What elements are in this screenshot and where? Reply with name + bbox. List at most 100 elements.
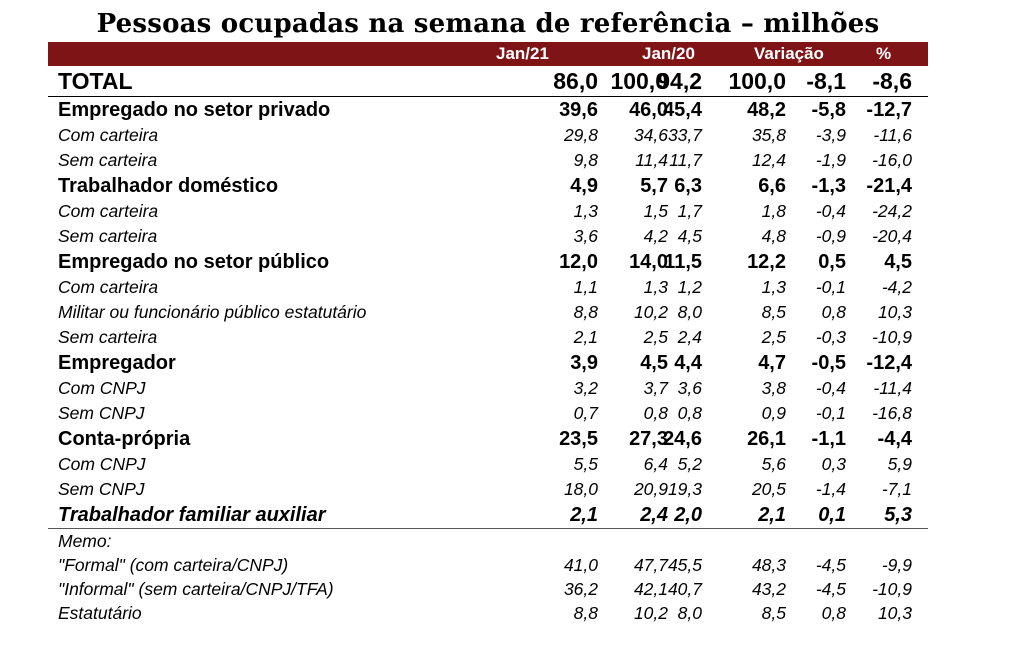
cell-pct: -9,9 <box>881 555 912 575</box>
cell-jan20-value: 45,5 <box>667 555 702 575</box>
row-label: Com carteira <box>58 277 159 297</box>
cell-variacao: -4,5 <box>815 579 846 599</box>
cell-jan20-pct: 2,5 <box>761 327 786 347</box>
memo-body: "Formal" (com carteira/CNPJ) 41,0 47,7 45,5… <box>48 553 928 625</box>
cell-jan21-value: 2,1 <box>570 504 598 526</box>
divider <box>48 528 928 529</box>
row-label: Militar ou funcionário público estatutár… <box>58 302 367 322</box>
cell-jan21-pct: 3,7 <box>643 378 668 398</box>
cell-variacao: -1,1 <box>811 428 846 450</box>
cell-pct: 5,9 <box>887 454 912 474</box>
cell-jan20-value: 6,3 <box>674 175 702 197</box>
cell-variacao: -3,9 <box>815 125 846 145</box>
page-title: Pessoas ocupadas na semana de referência… <box>96 9 880 39</box>
row-label: "Informal" (sem carteira/CNPJ/TFA) <box>58 579 334 599</box>
table-row: Com carteira 29,8 34,6 33,7 35,8 -3,9 -11,6 <box>48 123 928 148</box>
cell-pct: -4,4 <box>877 428 912 450</box>
cell-variacao: -0,9 <box>815 226 846 246</box>
cell-jan20-value: 19,3 <box>667 479 702 499</box>
cell-jan20-pct: 4,8 <box>761 226 786 246</box>
cell-jan21-value: 1,1 <box>573 277 598 297</box>
cell-jan21-value: 39,6 <box>559 99 598 121</box>
row-label: Com CNPJ <box>58 378 146 398</box>
cell-jan21-value: 86,0 <box>553 68 598 94</box>
header-variacao: Variação <box>754 44 824 63</box>
row-label: Sem CNPJ <box>58 479 145 499</box>
row-label: Trabalhador doméstico <box>58 175 279 197</box>
cell-jan20-pct: 12,2 <box>747 251 786 273</box>
cell-jan20-value: 40,7 <box>667 579 702 599</box>
cell-pct: -20,4 <box>872 226 912 246</box>
cell-jan21-value: 41,0 <box>563 555 598 575</box>
cell-jan20-value: 11,5 <box>664 251 702 273</box>
cell-variacao: 0,8 <box>821 603 846 623</box>
table-row: Estatutário 8,8 10,2 8,0 8,5 0,8 10,3 <box>48 601 928 625</box>
cell-jan20-value: 2,0 <box>674 504 702 526</box>
cell-jan20-pct: 2,1 <box>758 504 786 526</box>
table-row: Conta-própria 23,5 27,3 24,6 26,1 -1,1 -4,4 <box>48 426 928 452</box>
cell-pct: -10,9 <box>872 579 912 599</box>
table-row: Com carteira 1,1 1,3 1,2 1,3 -0,1 -4,2 <box>48 275 928 300</box>
table-row: Sem carteira 3,6 4,2 4,5 4,8 -0,9 -20,4 <box>48 224 928 249</box>
cell-pct: 4,5 <box>884 251 912 273</box>
cell-variacao: 0,8 <box>821 302 846 322</box>
cell-pct: -24,2 <box>872 201 912 221</box>
header-jan20: Jan/20 <box>642 44 695 63</box>
cell-jan21-pct: 4,2 <box>643 226 668 246</box>
cell-jan20-pct: 48,2 <box>747 99 786 121</box>
row-label: Trabalhador familiar auxiliar <box>58 504 326 526</box>
cell-jan21-pct: 11,4 <box>635 150 668 170</box>
table-row: Militar ou funcionário público estatutár… <box>48 300 928 325</box>
cell-jan20-value: 2,4 <box>677 327 702 347</box>
cell-variacao: -0,5 <box>811 352 846 374</box>
cell-pct: -4,2 <box>881 277 912 297</box>
cell-jan21-pct: 10,2 <box>633 603 668 623</box>
cell-jan21-value: 8,8 <box>573 603 598 623</box>
total-row: TOTAL 86,0 100,0 94,2 100,0 -8,1 -8,6 <box>48 66 928 96</box>
cell-jan20-pct: 6,6 <box>758 175 786 197</box>
cell-variacao: -5,8 <box>811 99 846 121</box>
cell-jan21-pct: 47,7 <box>633 555 668 575</box>
cell-jan20-pct: 5,6 <box>761 454 786 474</box>
cell-jan20-pct: 100,0 <box>728 68 786 94</box>
divider <box>48 96 928 97</box>
cell-variacao: -0,1 <box>815 403 846 423</box>
cell-pct: -10,9 <box>872 327 912 347</box>
cell-variacao: -1,3 <box>811 175 846 197</box>
cell-jan21-value: 3,2 <box>573 378 598 398</box>
cell-jan21-pct: 2,4 <box>640 504 668 526</box>
header-pct: % <box>876 44 892 63</box>
cell-jan21-pct: 42,1 <box>633 579 668 599</box>
table-row: Sem carteira 2,1 2,5 2,4 2,5 -0,3 -10,9 <box>48 325 928 350</box>
cell-jan20-pct: 8,5 <box>761 302 786 322</box>
cell-pct: 10,3 <box>877 302 912 322</box>
cell-jan21-value: 12,0 <box>559 251 598 273</box>
row-label: Empregado no setor público <box>58 251 330 273</box>
cell-jan20-pct: 1,8 <box>761 201 786 221</box>
row-label: Sem carteira <box>58 327 158 347</box>
cell-jan20-pct: 20,5 <box>751 479 786 499</box>
cell-variacao: 0,5 <box>818 251 846 273</box>
cell-jan21-value: 36,2 <box>563 579 598 599</box>
table-row: Trabalhador familiar auxiliar 2,1 2,4 2,0 2,… <box>48 502 928 528</box>
cell-jan21-value: 5,5 <box>573 454 598 474</box>
cell-variacao: -4,5 <box>815 555 846 575</box>
row-label: Com carteira <box>58 125 159 145</box>
cell-jan20-pct: 26,1 <box>747 428 786 450</box>
row-label: Empregador <box>58 352 176 374</box>
table-row: "Informal" (sem carteira/CNPJ/TFA) 36,2 42… <box>48 577 928 601</box>
row-label: Conta-própria <box>58 428 191 450</box>
cell-jan20-value: 0,8 <box>677 403 702 423</box>
header-jan21: Jan/21 <box>496 44 549 63</box>
cell-jan20-pct: 4,7 <box>758 352 786 374</box>
row-label: Sem carteira <box>58 226 158 246</box>
table-row: Empregado no setor público 12,0 14,0 11,5 12… <box>48 249 928 275</box>
cell-jan21-pct: 4,5 <box>640 352 668 374</box>
table-row: Trabalhador doméstico 4,9 5,7 6,3 6,6 -1,3 -21… <box>48 173 928 199</box>
cell-jan20-value: 33,7 <box>667 125 702 145</box>
row-label: Empregado no setor privado <box>58 99 331 121</box>
cell-pct: -16,0 <box>872 150 912 170</box>
employment-table: Pessoas ocupadas na semana de referência… <box>48 6 928 625</box>
row-label: "Formal" (com carteira/CNPJ) <box>58 555 289 575</box>
cell-pct: -11,6 <box>873 125 912 145</box>
